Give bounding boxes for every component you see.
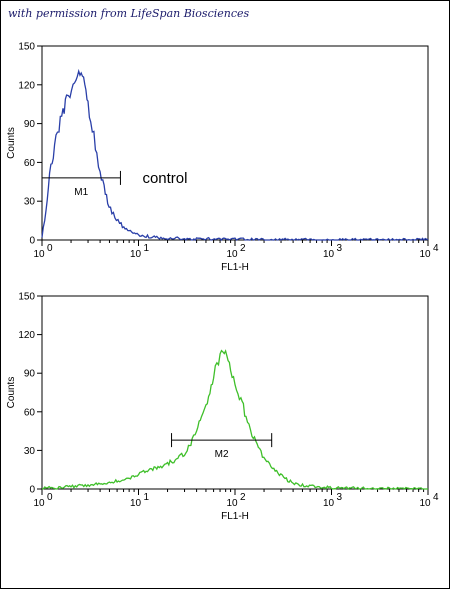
credit-text: with permission from LifeSpan Bioscience… bbox=[8, 7, 250, 20]
x-tick-label: 10 bbox=[226, 249, 238, 260]
y-axis-title: Counts bbox=[6, 127, 17, 159]
x-tick-exponent: 1 bbox=[144, 492, 150, 503]
x-tick-label: 10 bbox=[419, 498, 431, 509]
y-tick-label: 60 bbox=[24, 158, 36, 169]
x-tick-exponent: 0 bbox=[47, 492, 53, 503]
plot-area-frame bbox=[41, 45, 429, 241]
y-tick-label: 90 bbox=[24, 369, 36, 380]
y-tick-label: 60 bbox=[24, 407, 36, 418]
y-tick-label: 90 bbox=[24, 119, 36, 130]
x-tick-label: 10 bbox=[130, 498, 142, 509]
gate-marker-label: M2 bbox=[215, 449, 229, 460]
x-axis-title: FL1-H bbox=[221, 511, 249, 522]
y-tick-label: 0 bbox=[29, 236, 35, 247]
x-tick-label: 10 bbox=[419, 249, 431, 260]
x-tick-label: 10 bbox=[33, 249, 45, 260]
x-tick-label: 10 bbox=[323, 249, 335, 260]
x-tick-label: 10 bbox=[323, 498, 335, 509]
x-tick-exponent: 4 bbox=[433, 243, 439, 254]
gate-marker-label: M1 bbox=[74, 187, 88, 198]
histogram-line-1 bbox=[41, 349, 429, 490]
x-tick-exponent: 0 bbox=[47, 243, 53, 254]
plot-area-frame bbox=[41, 295, 429, 490]
y-axis-title: Counts bbox=[6, 377, 17, 409]
y-tick-label: 0 bbox=[29, 485, 35, 496]
x-tick-exponent: 4 bbox=[433, 492, 439, 503]
histogram-panel-1: 0306090120150100101102103104FL1-HCountsM… bbox=[6, 42, 439, 274]
y-tick-label: 30 bbox=[24, 197, 36, 208]
y-tick-label: 30 bbox=[24, 446, 36, 457]
x-tick-exponent: 2 bbox=[240, 243, 246, 254]
x-tick-label: 10 bbox=[226, 498, 238, 509]
y-tick-label: 120 bbox=[18, 80, 35, 91]
sample-annotation: control bbox=[142, 170, 187, 187]
y-tick-label: 150 bbox=[18, 292, 35, 303]
x-tick-exponent: 2 bbox=[240, 492, 246, 503]
histogram-panel-2: 0306090120150100101102103104FL1-HCountsM… bbox=[6, 292, 439, 523]
x-tick-label: 10 bbox=[130, 249, 142, 260]
histogram-line-1 bbox=[41, 68, 429, 241]
x-tick-label: 10 bbox=[33, 498, 45, 509]
x-tick-exponent: 1 bbox=[144, 243, 150, 254]
y-tick-label: 120 bbox=[18, 330, 35, 341]
x-tick-exponent: 3 bbox=[337, 243, 343, 254]
y-tick-label: 150 bbox=[18, 42, 35, 53]
x-tick-exponent: 3 bbox=[337, 492, 343, 503]
x-axis-title: FL1-H bbox=[221, 262, 249, 273]
